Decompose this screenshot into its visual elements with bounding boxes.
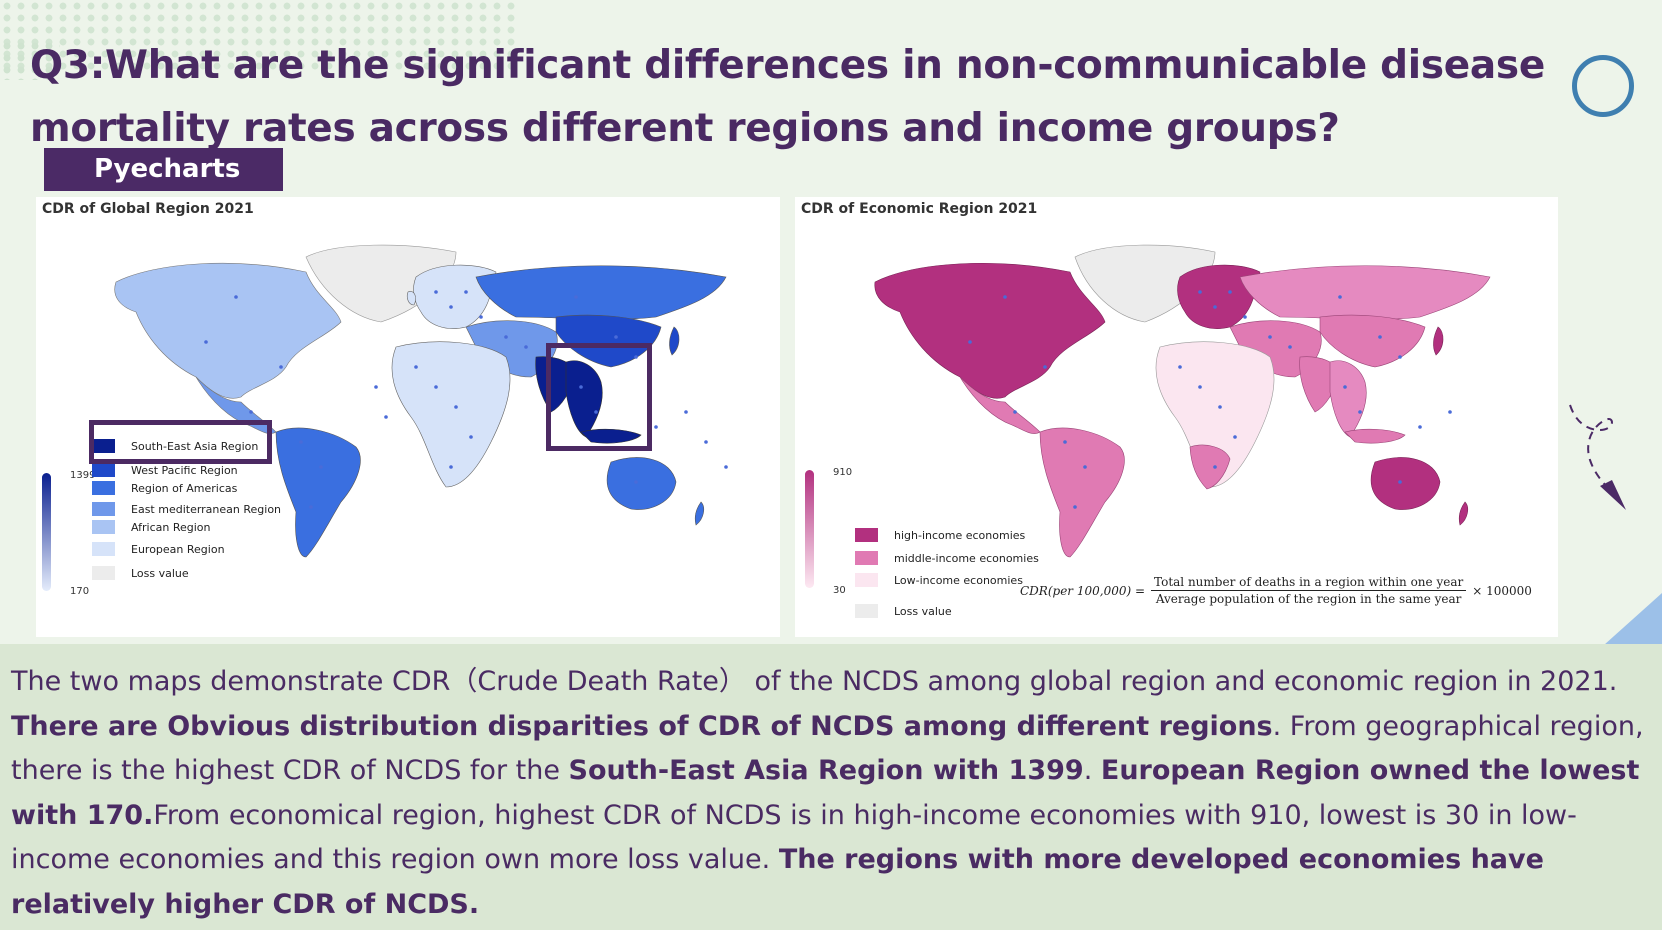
legend-label: Region of Americas (131, 482, 238, 495)
summary-text: . (1083, 755, 1101, 787)
corner-triangle-decoration (1604, 593, 1662, 645)
legend-swatch (92, 463, 115, 477)
legend-label: West Pacific Region (131, 464, 238, 477)
legend-swatch (855, 551, 878, 565)
scale-min-label: 170 (70, 586, 90, 597)
economic-region-map-panel: CDR of Economic Region 2021 910 3 (795, 197, 1558, 637)
global-region-map-panel: CDR of Global Region 2021 (36, 197, 780, 637)
chart-title: CDR of Economic Region 2021 (801, 201, 1038, 217)
chart-title: CDR of Global Region 2021 (42, 201, 254, 217)
summary-text: From economical region, highest CDR of N… (11, 799, 1577, 876)
legend-label: Low-income economies (894, 574, 1023, 587)
legend-label: European Region (131, 543, 225, 556)
color-scale-bar (805, 470, 814, 588)
dot-pattern (0, 0, 520, 70)
legend-swatch (92, 542, 115, 556)
legend-swatch (92, 520, 115, 534)
formula-lhs: CDR(per 100,000) = (1020, 583, 1146, 598)
slide-title: Q3:What are the significant differences … (30, 43, 1545, 151)
color-scale-bar (42, 473, 51, 591)
legend-label: high-income economies (894, 529, 1026, 542)
legend-label: middle-income economies (894, 552, 1039, 565)
circle-decoration (1572, 55, 1634, 117)
cdr-formula: CDR(per 100,000) = Total number of death… (1020, 575, 1532, 606)
right-legend: high-income economies middle-income econ… (855, 528, 1055, 618)
sea-map-highlight (546, 343, 652, 451)
left-legend: South-East Asia Region West Pacific Regi… (92, 439, 332, 589)
summary-background (0, 644, 1662, 930)
legend-label: East mediterranean Region (131, 503, 282, 516)
summary-emphasis: The regions with more developed economie… (11, 844, 1544, 920)
scale-max-label: 1399 (70, 470, 96, 481)
legend-label: African Region (131, 521, 211, 534)
formula-rhs: × 100000 (1472, 583, 1532, 598)
formula-denominator: Average population of the region in the … (1155, 592, 1462, 606)
summary-emphasis: South-East Asia Region with 1399 (568, 755, 1084, 787)
legend-label: South-East Asia Region (131, 440, 259, 453)
arrow-decoration (1569, 404, 1626, 510)
legend-label: Loss value (131, 567, 189, 580)
scale-min-label: 30 (833, 585, 846, 596)
dot-pattern (0, 40, 60, 80)
legend-swatch (92, 566, 115, 580)
summary-emphasis: There are Obvious distribution dispariti… (11, 710, 1273, 742)
formula-fraction: Total number of deaths in a region withi… (1151, 575, 1467, 606)
summary-text: . From geographical region, there is the… (11, 710, 1644, 787)
summary-paragraph: The two maps demonstrate CDR（Crude Death… (11, 660, 1651, 928)
legend-swatch (855, 528, 878, 542)
legend-swatch (855, 604, 878, 618)
legend-swatch (92, 439, 115, 453)
world-map-pink (874, 244, 1491, 558)
legend-swatch (92, 481, 115, 495)
legend-swatch (92, 502, 115, 516)
sea-legend-highlight (89, 420, 272, 464)
formula-numerator: Total number of deaths in a region withi… (1151, 575, 1467, 591)
world-map-blue (114, 244, 728, 558)
library-tag: Pyecharts (44, 148, 283, 191)
legend-swatch (855, 573, 878, 587)
summary-emphasis: European Region owned the lowest with 17… (11, 755, 1640, 831)
summary-text: The two maps demonstrate CDR（Crude Death… (11, 666, 1618, 697)
scale-max-label: 910 (833, 467, 853, 478)
legend-label: Loss value (894, 605, 952, 618)
